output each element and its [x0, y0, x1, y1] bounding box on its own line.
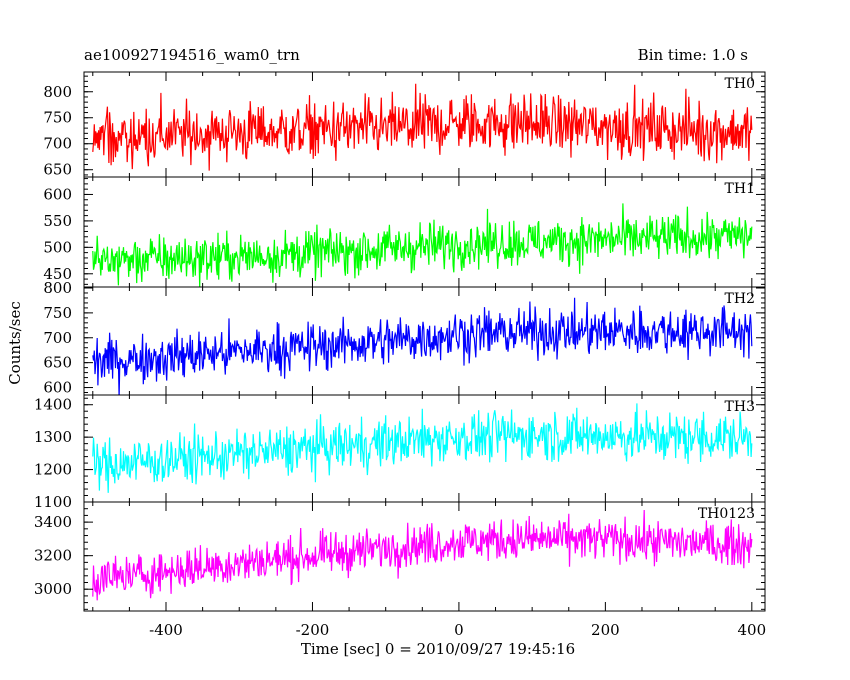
- panel-th0123: 3000 3200 3400 TH0123: [34, 501, 766, 612]
- series-line-th2: [92, 297, 753, 395]
- series-line-th0: [92, 83, 753, 171]
- y-tick-label: 1400: [34, 396, 72, 414]
- y-tick-label: 550: [43, 212, 72, 230]
- x-tick-label: 0: [454, 621, 464, 639]
- y-tick-label: 1100: [34, 493, 72, 511]
- panel-label: TH0: [725, 76, 755, 92]
- panel-th2: 600 650 700 750 800 TH2: [43, 279, 766, 397]
- x-tick-label: 200: [591, 621, 620, 639]
- y-tick-label: 800: [43, 279, 72, 297]
- y-tick-label: 700: [43, 329, 72, 347]
- bin-time-header: Bin time: 1.0 s: [638, 46, 748, 64]
- x-axis-title: Time [sec] 0 = 2010/09/27 19:45:16: [301, 640, 575, 658]
- y-tick-label: 750: [43, 109, 72, 127]
- panel-th3: 1100 1200 1300 1400 TH3: [34, 394, 766, 511]
- y-tick-label: 3200: [34, 547, 72, 565]
- y-tick-label: 600: [43, 185, 72, 203]
- y-tick-label: 650: [43, 161, 72, 179]
- y-tick-label: 600: [43, 379, 72, 397]
- y-tick-label: 3400: [34, 513, 72, 531]
- y-axis-title: Counts/sec: [6, 301, 24, 385]
- panel-frame: [83, 501, 766, 612]
- series-line-th0123: [92, 509, 753, 601]
- x-tick-label: 400: [737, 621, 766, 639]
- panel-th1: 450 500 550 600 TH1: [43, 176, 766, 288]
- x-tick-label: -400: [149, 621, 183, 639]
- panel-label: TH3: [725, 399, 755, 415]
- x-tick-label: -200: [296, 621, 330, 639]
- panel-label: TH1: [725, 181, 755, 197]
- y-tick-label: 800: [43, 83, 72, 101]
- y-tick-label: 650: [43, 354, 72, 372]
- y-tick-label: 1300: [34, 428, 72, 446]
- y-tick-label: 3000: [34, 580, 72, 598]
- y-tick-label: 700: [43, 135, 72, 153]
- y-tick-label: 1200: [34, 461, 72, 479]
- y-tick-label: 750: [43, 304, 72, 322]
- panels-group: 650 700 750 800 TH0 450 500 550 600 TH1 600 650 700 7…: [34, 71, 766, 639]
- y-tick-label: 450: [43, 265, 72, 283]
- source-name-header: ae100927194516_wam0_trn: [84, 46, 300, 64]
- panel-label: TH0123: [698, 506, 755, 522]
- y-tick-label: 500: [43, 238, 72, 256]
- series-line-th1: [92, 203, 753, 287]
- panel-th0: 650 700 750 800 TH0: [43, 71, 766, 179]
- panel-label: TH2: [725, 291, 755, 307]
- series-line-th3: [92, 403, 753, 493]
